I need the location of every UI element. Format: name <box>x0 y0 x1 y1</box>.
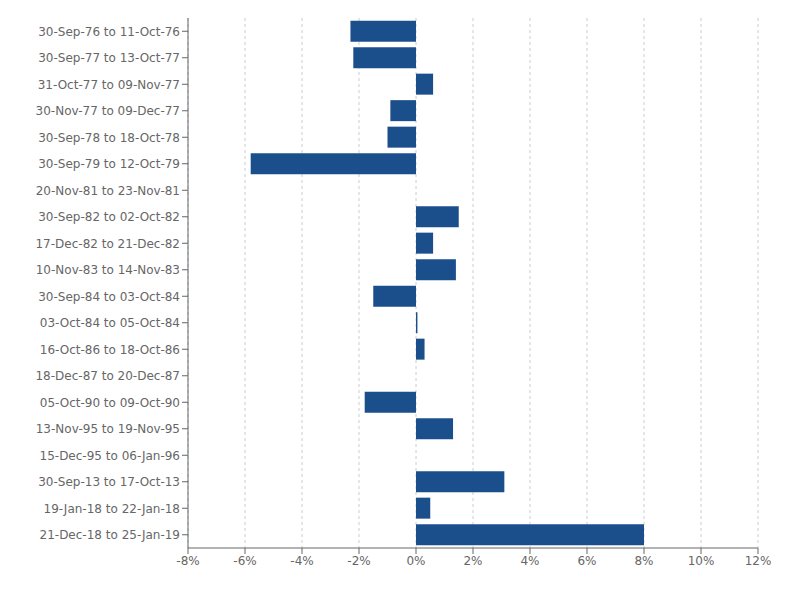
svg-text:05-Oct-90 to 09-Oct-90: 05-Oct-90 to 09-Oct-90 <box>40 396 180 410</box>
svg-text:12%: 12% <box>745 554 772 568</box>
svg-text:20-Nov-81 to 23-Nov-81: 20-Nov-81 to 23-Nov-81 <box>36 184 180 198</box>
svg-text:31-Oct-77 to 09-Nov-77: 31-Oct-77 to 09-Nov-77 <box>38 78 180 92</box>
svg-text:-2%: -2% <box>347 554 370 568</box>
svg-text:30-Sep-78 to 18-Oct-78: 30-Sep-78 to 18-Oct-78 <box>38 131 180 145</box>
svg-text:17-Dec-82 to 21-Dec-82: 17-Dec-82 to 21-Dec-82 <box>35 237 180 251</box>
svg-text:18-Dec-87 to 20-Dec-87: 18-Dec-87 to 20-Dec-87 <box>35 369 180 383</box>
svg-text:03-Oct-84 to 05-Oct-84: 03-Oct-84 to 05-Oct-84 <box>40 316 180 330</box>
svg-text:13-Nov-95 to 19-Nov-95: 13-Nov-95 to 19-Nov-95 <box>36 422 180 436</box>
svg-text:15-Dec-95 to 06-Jan-96: 15-Dec-95 to 06-Jan-96 <box>40 449 180 463</box>
svg-text:30-Sep-82 to 02-Oct-82: 30-Sep-82 to 02-Oct-82 <box>38 210 180 224</box>
svg-text:8%: 8% <box>634 554 653 568</box>
svg-text:0%: 0% <box>406 554 425 568</box>
svg-text:30-Sep-13 to 17-Oct-13: 30-Sep-13 to 17-Oct-13 <box>38 475 180 489</box>
svg-text:30-Sep-79 to 12-Oct-79: 30-Sep-79 to 12-Oct-79 <box>38 157 180 171</box>
svg-text:30-Sep-84 to 03-Oct-84: 30-Sep-84 to 03-Oct-84 <box>38 290 180 304</box>
svg-text:30-Nov-77 to 09-Dec-77: 30-Nov-77 to 09-Dec-77 <box>36 104 180 118</box>
svg-text:30-Sep-76 to 11-Oct-76: 30-Sep-76 to 11-Oct-76 <box>38 25 180 39</box>
svg-text:6%: 6% <box>577 554 596 568</box>
svg-text:-6%: -6% <box>233 554 256 568</box>
svg-text:19-Jan-18 to 22-Jan-18: 19-Jan-18 to 22-Jan-18 <box>44 502 180 516</box>
svg-text:16-Oct-86 to 18-Oct-86: 16-Oct-86 to 18-Oct-86 <box>40 343 180 357</box>
svg-text:21-Dec-18 to 25-Jan-19: 21-Dec-18 to 25-Jan-19 <box>40 528 180 542</box>
svg-text:10%: 10% <box>688 554 715 568</box>
svg-text:2%: 2% <box>463 554 482 568</box>
svg-text:-8%: -8% <box>176 554 199 568</box>
svg-text:4%: 4% <box>520 554 539 568</box>
svg-text:-4%: -4% <box>290 554 313 568</box>
svg-text:10-Nov-83 to 14-Nov-83: 10-Nov-83 to 14-Nov-83 <box>36 263 180 277</box>
svg-text:30-Sep-77 to 13-Oct-77: 30-Sep-77 to 13-Oct-77 <box>38 51 180 65</box>
